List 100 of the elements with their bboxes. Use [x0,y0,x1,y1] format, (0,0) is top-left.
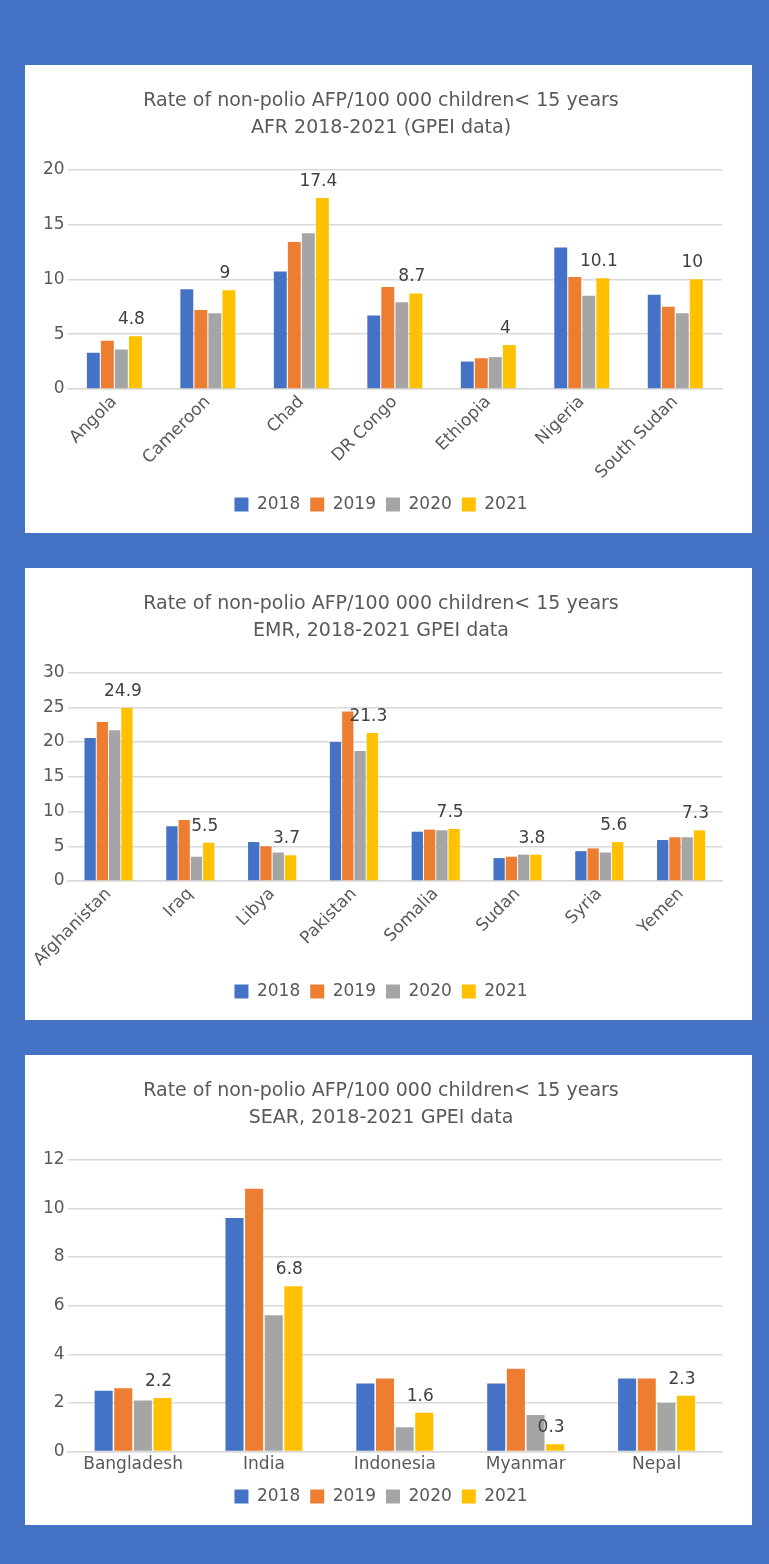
bar [208,313,222,389]
bar [287,241,301,389]
legend-label: 2021 [484,492,528,513]
bar [423,829,436,881]
bar [375,1378,395,1451]
data-label: 0.3 [537,1416,565,1437]
legend-label: 2019 [332,979,376,1000]
data-label: 7.3 [681,802,710,823]
y-tick-label: 8 [53,1245,65,1266]
bar [248,842,260,881]
bar [436,830,448,881]
legend-label: 2020 [408,979,452,1000]
legend-label: 2021 [484,979,528,1000]
bar [409,293,423,389]
y-tick-label: 10 [42,1196,65,1217]
bar [222,290,236,389]
bar [689,279,703,389]
bar [153,1398,172,1451]
bar [693,830,706,881]
bar [676,1395,696,1451]
bar [190,856,203,881]
bar [178,819,190,881]
bar [284,1286,303,1451]
y-tick-label: 5 [53,834,65,855]
y-tick-label: 15 [42,212,65,233]
y-tick-label: 0 [53,1440,65,1461]
bar [273,271,287,389]
y-tick-label: 20 [42,730,65,751]
data-label: 6.8 [275,1258,303,1279]
y-tick-label: 30 [42,661,65,682]
bar [669,837,681,881]
y-tick-label: 0 [53,869,65,890]
bar [381,286,395,389]
bar [460,361,474,389]
bar [675,313,689,389]
bar [260,846,272,881]
bar [128,336,142,389]
bar [474,358,488,389]
legend-label: 2018 [256,492,301,513]
y-tick-label: 15 [42,765,65,786]
chart-title: Rate of non-polio AFP/100 000 children< 15 years [143,1078,619,1101]
legend-label: 2018 [256,1484,301,1505]
y-tick-label: 25 [42,695,65,716]
bar [582,295,596,389]
data-label: 3.8 [518,826,546,847]
legend-label: 2019 [332,492,376,513]
bar [194,309,208,389]
bar [568,277,582,389]
y-tick-label: 4 [53,1342,65,1363]
bar [354,751,366,881]
bar [657,840,669,881]
data-label: 4.8 [117,308,145,329]
bar [329,742,342,881]
bar [395,302,409,389]
data-label: 9 [219,262,231,283]
bar [502,345,516,389]
bar [599,852,612,881]
bar [596,278,610,389]
bar [554,247,568,389]
bar [415,1412,434,1451]
x-tick-label: Nepal [632,1453,682,1474]
bar [315,198,329,389]
data-label: 5.6 [600,814,628,835]
bar [546,1444,565,1451]
bar [530,854,542,881]
legend-label: 2020 [408,1484,452,1505]
bar [109,730,121,881]
bar [356,1383,375,1451]
legend-label: 2018 [256,979,301,1000]
data-label: 17.4 [299,170,338,191]
x-tick-label: Myanmar [485,1453,566,1474]
y-tick-label: 12 [42,1148,65,1169]
legend-label: 2020 [408,492,452,513]
bar [518,854,530,881]
bar [121,708,133,881]
bar [448,828,460,881]
data-label: 10.1 [579,250,618,271]
x-tick-label: Bangladesh [83,1453,183,1474]
bar [575,851,587,881]
bar [86,352,100,389]
bar [587,848,599,881]
chart-subtitle: AFR 2018-2021 (GPEI data) [250,115,512,138]
bar [245,1188,264,1451]
data-label: 24.9 [104,679,142,700]
data-label: 7.5 [436,800,464,821]
data-label: 2.3 [668,1367,696,1388]
data-label: 5.5 [191,814,219,835]
y-tick-label: 10 [42,799,65,820]
y-tick-label: 20 [42,158,65,179]
x-tick-label: India [243,1453,285,1474]
bar [203,842,215,881]
bar [272,852,284,881]
bar [681,837,693,881]
bar [488,357,502,389]
bar [647,294,661,389]
bar [487,1383,506,1451]
x-tick-label: Iraq [158,883,197,921]
bar [618,1378,637,1451]
y-tick-label: 2 [53,1391,65,1412]
legend-label: 2019 [332,1484,376,1505]
